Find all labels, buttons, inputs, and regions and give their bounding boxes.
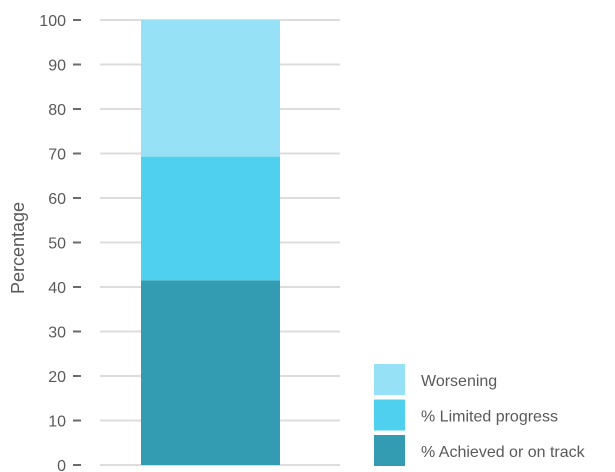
tick-label-90: 90 [48,58,66,75]
legend-swatch-2 [374,399,405,431]
legend-label-1: Worsening [421,373,497,390]
bar-segment-2 [141,156,280,281]
y-axis-ticks: 0 10 20 30 40 50 60 70 80 90 100 [39,13,81,472]
legend-label-3: % Achieved or on track [421,444,586,461]
bar-segment-3 [141,20,280,157]
tick-label-80: 80 [48,102,66,119]
tick-label-0: 0 [57,458,66,472]
legend-swatch-3 [374,435,405,466]
tick-label-60: 60 [48,191,66,208]
tick-label-20: 20 [48,369,66,386]
tick-label-30: 30 [48,325,66,342]
legend-label-2: % Limited progress [421,409,558,426]
legend-swatch-1 [374,364,405,395]
bar-segments [141,20,280,465]
y-axis-title: Percentage [8,202,28,294]
tick-label-70: 70 [48,147,66,164]
legend: Worsening % Limited progress % Achieved or… [374,364,586,466]
tick-label-10: 10 [48,414,66,431]
tick-label-100: 100 [39,13,66,30]
bar-segment-1 [141,280,280,465]
tick-label-50: 50 [48,236,66,253]
tick-label-40: 40 [48,280,66,297]
